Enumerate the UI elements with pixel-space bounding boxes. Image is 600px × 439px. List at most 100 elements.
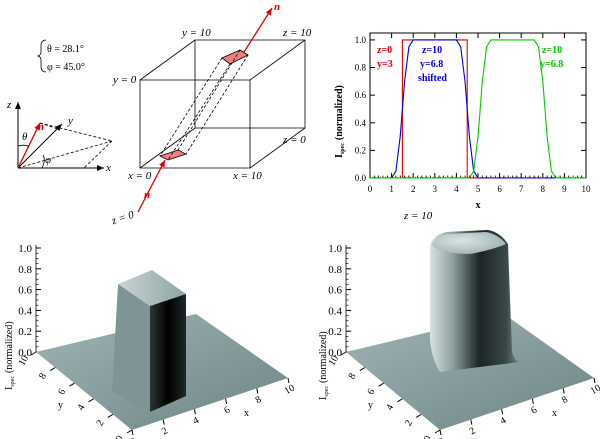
y-tick-label: 0.4: [355, 118, 367, 128]
theta-letter: θ: [22, 131, 28, 143]
y-tick-mark: [49, 367, 56, 372]
z-tick-label: 0.0: [18, 347, 32, 359]
surface-right-ticks: 02468100246810: [327, 351, 600, 439]
z-tick-label: 0.6: [18, 285, 32, 297]
n-vector: [17, 122, 41, 169]
x-tick-mark: [470, 419, 473, 425]
y-tick-label: 0.8: [355, 63, 367, 73]
left-block-left-face: [112, 284, 150, 412]
chart-ticks: 0 1 2 3 4 5 6 7 8 9 10 0.0 0.2 0.4 0.6 0.8 1.0: [355, 33, 591, 194]
left-ylabel: y: [58, 400, 63, 411]
y-tick-mark: [126, 429, 133, 434]
right-bump-body: [430, 230, 520, 372]
annotation-green-y: y=6.8: [540, 59, 563, 70]
y-tick-label: 10: [17, 354, 32, 368]
z-tick-label: 0.8: [18, 264, 32, 276]
top-n-letter: n: [274, 1, 280, 13]
y-tick-mark: [434, 429, 441, 434]
y-tick-mark: [359, 367, 366, 372]
z-tick-label: 0.8: [328, 264, 342, 276]
surface-title-left: z = 0: [109, 209, 136, 228]
right-xlabel: x: [552, 408, 557, 419]
y-tick-label: 8: [347, 371, 359, 381]
y-tick-label: 10: [327, 354, 342, 368]
ylabel-suffix: (normalized): [334, 85, 345, 140]
x-tick-label: 6: [497, 184, 502, 194]
x-tick-label: 3: [433, 184, 438, 194]
right-ylabel: y: [368, 400, 373, 411]
right-zlabel-suffix: (normalized): [318, 331, 329, 383]
z-tick-label: 0.2: [18, 326, 32, 338]
y-tick-label: 0.2: [355, 145, 366, 155]
left-zlabel-letter: I: [4, 387, 15, 390]
y-tick-mark: [340, 351, 347, 356]
y-tick-mark: [30, 351, 37, 356]
z-tick-label: 0.0: [328, 347, 342, 359]
box-label-x0: x = 0: [127, 170, 152, 182]
x-tick-label: 4: [191, 415, 201, 427]
z-tick-label: 0.6: [328, 285, 342, 297]
z-tick-label: 0.4: [18, 305, 32, 317]
n-letter: n: [38, 121, 44, 133]
x-tick-label: 8: [254, 394, 264, 406]
x-tick-label: 2: [411, 184, 416, 194]
x-tick-label: 10: [582, 184, 592, 194]
annotation-green-z: z=10: [542, 45, 562, 56]
y-tick-label: 2: [95, 418, 107, 428]
y-tick-label: 4: [384, 403, 396, 413]
x-tick-mark: [162, 419, 165, 425]
left-zlabel-suffix: (normalized): [4, 321, 15, 373]
x-tick-label: 7: [519, 184, 524, 194]
box-label-z10: z = 10: [282, 27, 312, 39]
y-tick-label: 6: [365, 387, 377, 397]
coordinate-axes-diagram: z x y n θ φ: [6, 99, 113, 174]
left-block-front-face: [150, 294, 186, 412]
top-n-arrow: [243, 7, 273, 53]
y-tick-mark: [69, 382, 75, 387]
box-label-y10: y = 10: [181, 27, 211, 39]
profile-line-chart: 0 1 2 3 4 5 6 7 8 9 10 0.0 0.2 0.4 0.6 0.8 1.0 Ispec (nor…: [334, 32, 591, 211]
surface-plot-z0: z = 0 0.0 0.2 0.4 0.6 0.8 1.0 Ispec (normalize…: [4, 209, 297, 439]
y-tick-label: 8: [37, 371, 49, 381]
surface-title-right: z = 10: [403, 210, 433, 222]
x-tick-label: 8: [560, 394, 570, 406]
series-line-1: [370, 39, 586, 179]
series-line-2: [370, 39, 586, 179]
x-tick-label: 0: [368, 184, 373, 194]
theta-value: θ = 28.1°: [47, 44, 84, 55]
x-tick-label: 10: [589, 383, 600, 398]
left-block-top: [118, 270, 186, 306]
left-zlabel-sub: spec: [10, 376, 16, 387]
y-tick-mark: [107, 413, 114, 418]
chart-xlabel: x: [476, 200, 481, 211]
x-tick-label: 4: [454, 184, 459, 194]
x-tick-mark: [593, 377, 596, 384]
x-tick-label: 5: [476, 184, 481, 194]
right-bump-top: [432, 232, 506, 254]
box-label-x10: x = 10: [232, 170, 262, 182]
right-zlabel-letter: I: [318, 397, 329, 400]
y-tick-mark: [88, 398, 94, 403]
left-xlabel: x: [244, 408, 249, 419]
surface-left-zaxis: 0.0 0.2 0.4 0.6 0.8 1.0 Ispec (normalized): [4, 243, 41, 390]
bottom-n-letter: n: [144, 189, 150, 201]
z-tick-label: 1.0: [328, 243, 342, 255]
z-axis-letter: z: [6, 99, 12, 111]
x-tick-mark: [256, 388, 259, 394]
z-tick-label: 0.2: [328, 326, 342, 338]
angle-definitions: θ = 28.1° φ = 45.0°: [36, 39, 85, 73]
x-tick-label: 6: [529, 405, 539, 417]
x-tick-mark: [131, 429, 134, 436]
box-label-y0: y = 0: [112, 74, 137, 86]
svg-text:Ispec(normalized): Ispec (normalized): [4, 321, 16, 390]
z-tick-label: 1.0: [18, 243, 32, 255]
ylabel-subscript: spec: [340, 143, 346, 154]
svg-text:Ispec(normalized): Ispec (normalized): [334, 85, 346, 158]
y-tick-label: 1.0: [355, 35, 367, 45]
y-tick-label: 4: [75, 403, 87, 413]
annotation-red-z: z=0: [377, 45, 392, 56]
box-label-z0: z = 0: [282, 134, 306, 146]
x-tick-label: 0: [437, 436, 447, 439]
x-tick-label: 1: [389, 184, 394, 194]
